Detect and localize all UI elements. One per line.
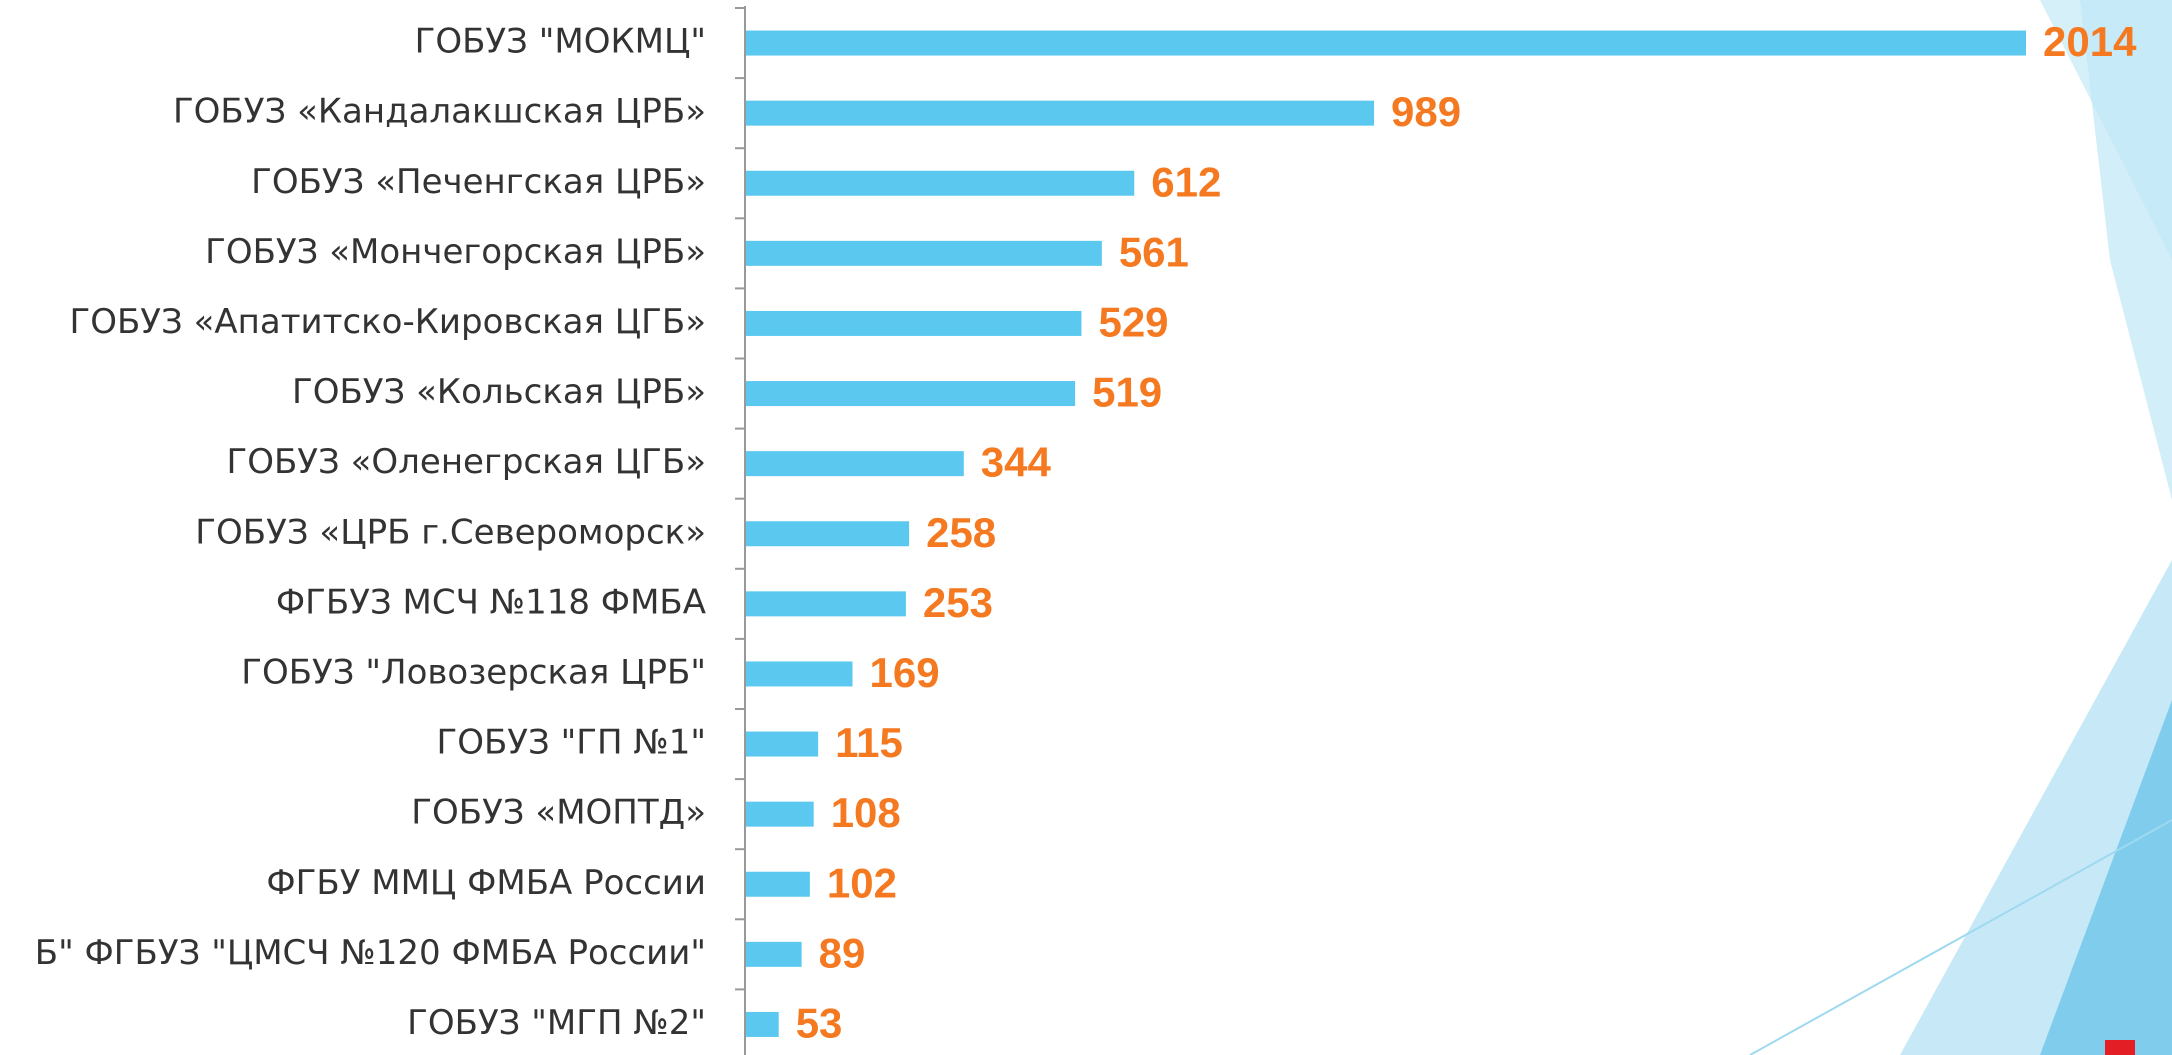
category-label: ГОБУЗ «Печенгская ЦРБ»	[251, 162, 706, 202]
value-label: 612	[1151, 158, 1221, 205]
bar	[746, 30, 2026, 56]
value-label: 529	[1098, 299, 1168, 346]
category-label: ФГБУЗ МСЧ №118 ФМБА	[276, 582, 706, 622]
bar	[746, 731, 819, 757]
bar	[746, 801, 814, 827]
background-decoration	[1749, 0, 2172, 1055]
bar	[746, 170, 1135, 196]
category-label: ГОБУЗ «ЦРБ г.Североморск»	[195, 512, 706, 552]
category-label: ГОБУЗ "ГП №1"	[436, 723, 706, 763]
category-label: ГОБУЗ "МОКМЦ"	[415, 22, 706, 62]
value-label: 253	[923, 579, 993, 626]
bar	[746, 240, 1102, 266]
value-label: 2014	[2043, 18, 2137, 65]
category-label: ГОБУЗ "МГП №2"	[407, 1003, 706, 1043]
value-label: 519	[1092, 369, 1162, 416]
value-label: 89	[819, 929, 866, 976]
bar	[746, 521, 910, 547]
value-label: 102	[827, 859, 897, 906]
value-label: 258	[926, 509, 996, 556]
category-label: ГОБУЗ "Ловозерская ЦРБ"	[241, 652, 706, 692]
value-label: 989	[1391, 88, 1461, 135]
decor-shape	[2040, 700, 2172, 1055]
bar	[746, 1011, 779, 1037]
bar	[746, 451, 964, 477]
value-label: 108	[831, 789, 901, 836]
value-label: 115	[835, 719, 903, 766]
category-label: ГОБУЗ «МОПТД»	[411, 793, 706, 833]
bar	[746, 310, 1082, 336]
category-label: ГОБУЗ «Кольская ЦРБ»	[292, 372, 706, 412]
value-label: 169	[869, 649, 939, 696]
value-label: 53	[796, 1000, 843, 1047]
bar	[746, 941, 802, 967]
bar	[746, 661, 853, 687]
category-label: Б" ФГБУЗ "ЦМСЧ №120 ФМБА России"	[35, 933, 706, 973]
category-label: ГОБУЗ «Кандалакшская ЦРБ»	[173, 92, 706, 132]
category-label: ГОБУЗ «Апатитско-Кировская ЦГБ»	[69, 302, 706, 342]
category-label: ФГБУ ММЦ ФМБА России	[266, 863, 706, 903]
category-label: ГОБУЗ «Мончегорская ЦРБ»	[205, 232, 706, 272]
bar	[746, 871, 810, 897]
category-label: ГОБУЗ «Оленегрская ЦГБ»	[226, 442, 706, 482]
decor-line	[1749, 819, 2172, 1055]
bar	[746, 100, 1375, 126]
decor-shape	[2080, 0, 2172, 500]
value-label: 561	[1119, 228, 1189, 275]
bar	[746, 381, 1076, 407]
value-label: 344	[981, 439, 1052, 486]
bar	[746, 591, 906, 617]
logo-fragment	[2105, 1040, 2135, 1055]
